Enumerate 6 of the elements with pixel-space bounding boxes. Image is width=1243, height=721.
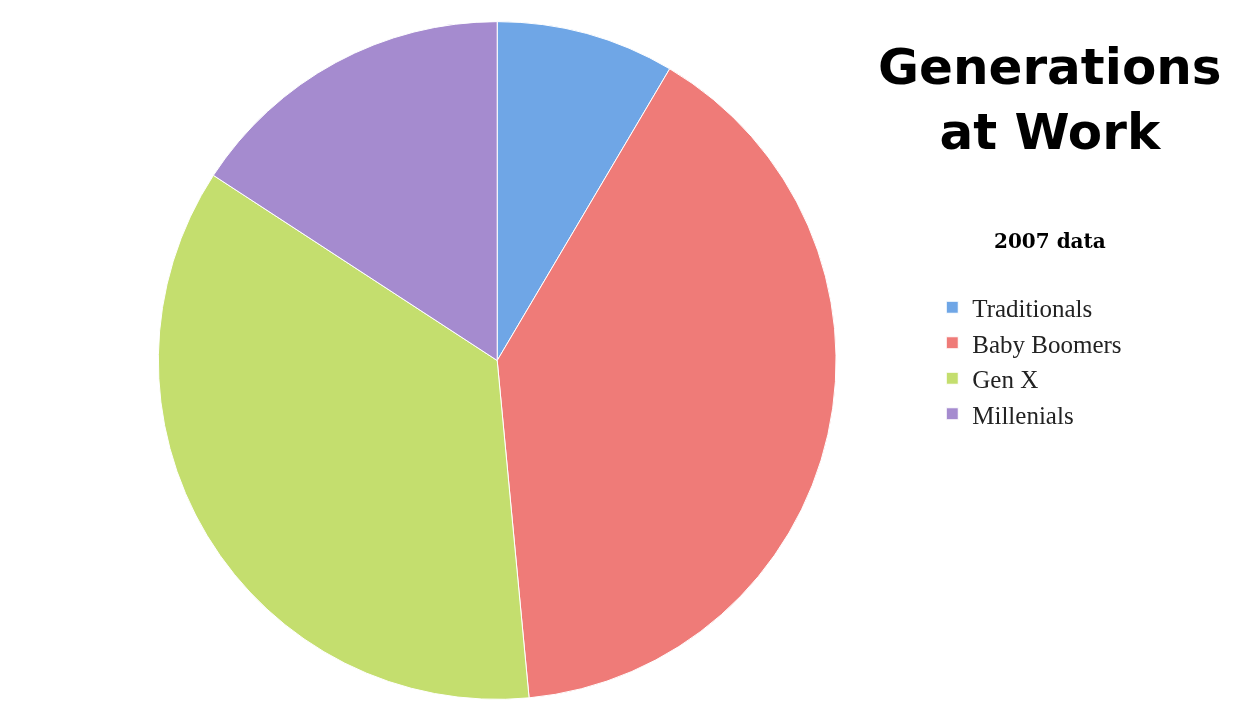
legend-label: Baby Boomers [972, 330, 1122, 358]
text: Generations at Work [878, 38, 1222, 161]
legend-label: Millenials [972, 401, 1074, 429]
legend-label: Gen X [972, 366, 1039, 393]
text: 2007 data [994, 229, 1106, 253]
legend-label: Traditionals [972, 295, 1093, 322]
